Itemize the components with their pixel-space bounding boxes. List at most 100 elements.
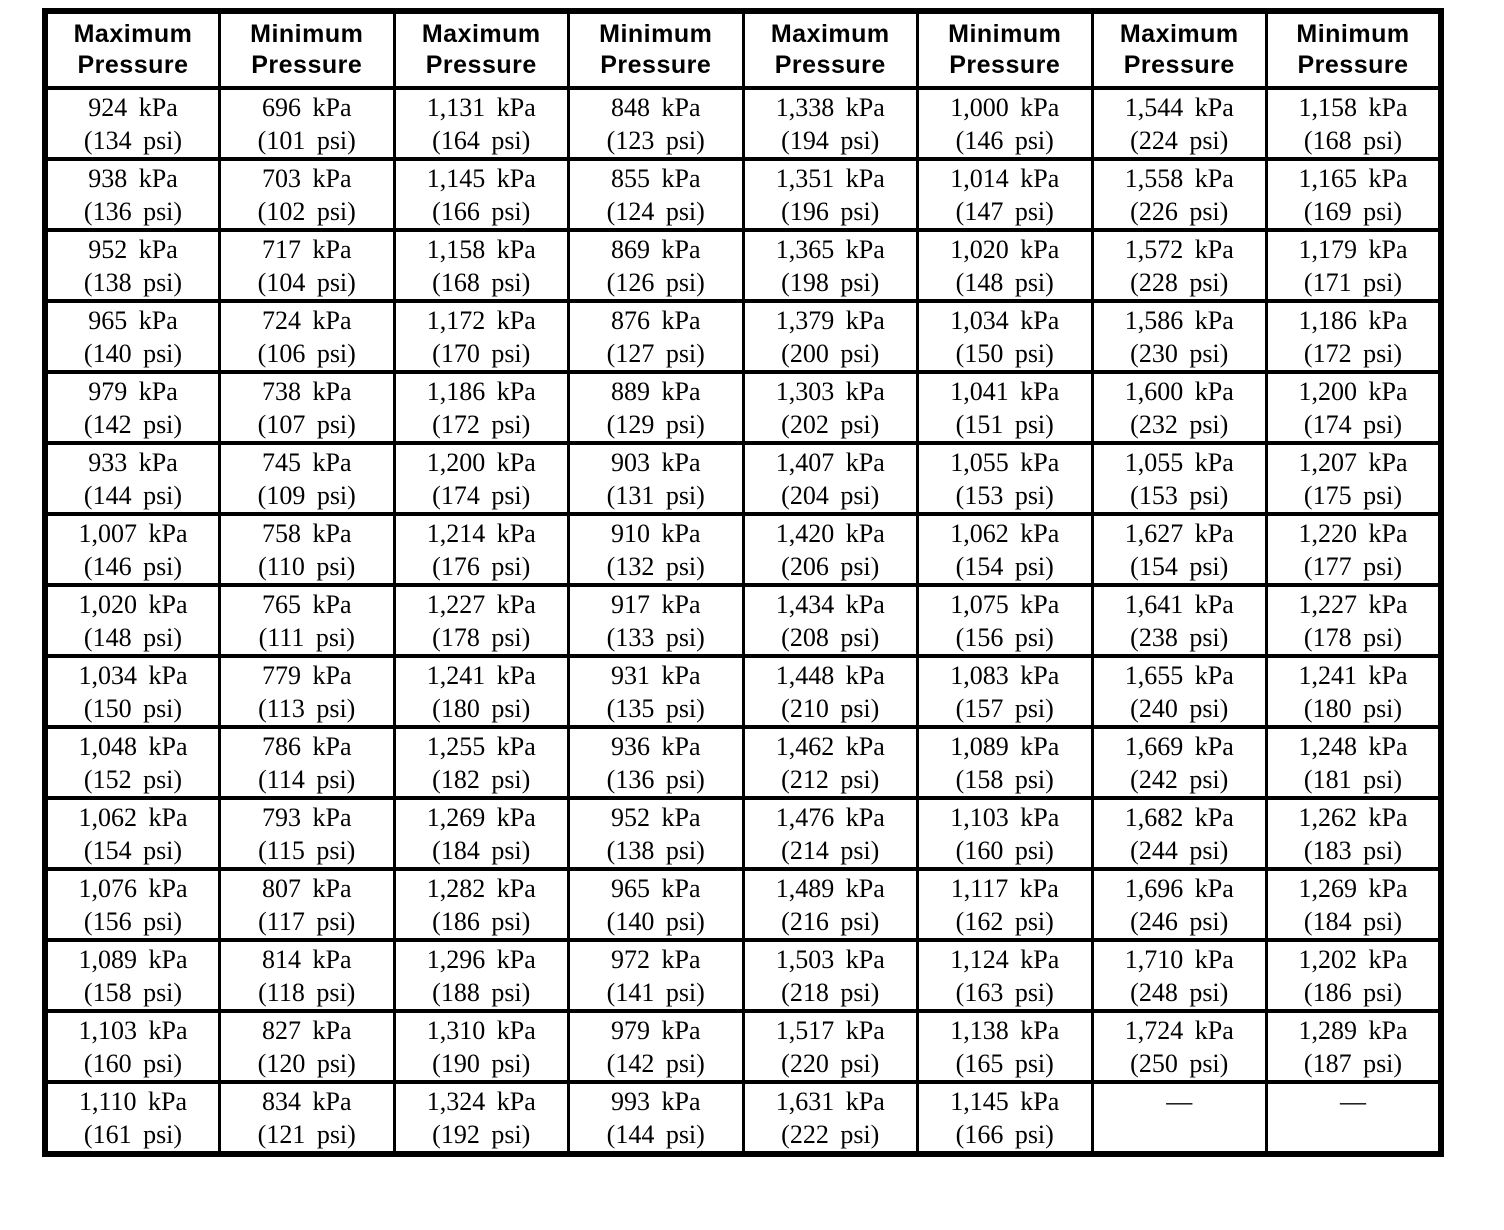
psi-value: (121 psi): [257, 1119, 356, 1149]
pressure-cell: 1,269 kPa (184 psi): [1265, 867, 1443, 942]
column-header-label: Minimum: [250, 20, 364, 48]
pressure-cell: 1,207 kPa (175 psi): [1265, 441, 1443, 516]
table-row: 1,103 kPa (160 psi) 827 kPa (120 psi) 1,310 …: [43, 1009, 1443, 1084]
pressure-cell: 903 kPa (131 psi): [567, 441, 745, 516]
pressure-cell: 1,158 kPa (168 psi): [392, 228, 570, 303]
kpa-value: 1,214 kPa: [426, 518, 536, 548]
psi-value: (140 psi): [83, 338, 183, 368]
psi-value: (146 psi): [83, 551, 183, 581]
pressure-cell: 1,076 kPa (156 psi): [43, 867, 221, 942]
kpa-value: 1,296 kPa: [426, 944, 536, 974]
psi-value: (162 psi): [955, 906, 1054, 936]
table-header: Maximum Pressure Minimum Pressure Maximu…: [43, 9, 1443, 90]
kpa-value: 1,089 kPa: [78, 944, 188, 974]
pressure-cell: 1,200 kPa (174 psi): [392, 441, 570, 516]
pressure-cell: 1,172 kPa (170 psi): [392, 299, 570, 374]
psi-value: (156 psi): [955, 622, 1054, 652]
pressure-cell: 1,165 kPa (169 psi): [1265, 157, 1443, 232]
psi-value: (127 psi): [606, 338, 705, 368]
psi-value: (180 psi): [432, 693, 531, 723]
kpa-value: 1,179 kPa: [1298, 234, 1408, 264]
psi-value: (141 psi): [606, 977, 705, 1007]
pressure-cell: 979 kPa (142 psi): [43, 370, 221, 445]
kpa-value: 745 kPa: [262, 447, 352, 477]
psi-value: (115 psi): [258, 835, 356, 865]
pressure-cell: 1,241 kPa (180 psi): [392, 654, 570, 729]
kpa-value: 814 kPa: [262, 944, 352, 974]
pressure-cell: 910 kPa (132 psi): [567, 512, 745, 587]
kpa-value: 807 kPa: [262, 873, 352, 903]
psi-value: (102 psi): [257, 196, 356, 226]
kpa-value: 972 kPa: [611, 944, 701, 974]
kpa-value: 1,220 kPa: [1298, 518, 1408, 548]
pressure-cell: 931 kPa (135 psi): [567, 654, 745, 729]
pressure-cell: 1,075 kPa (156 psi): [916, 583, 1094, 658]
kpa-value: 786 kPa: [262, 731, 352, 761]
kpa-value: 924 kPa: [88, 92, 178, 122]
psi-value: (156 psi): [83, 906, 183, 936]
kpa-value: 779 kPa: [262, 660, 352, 690]
pressure-cell: 1,379 kPa (200 psi): [741, 299, 919, 374]
psi-value: (172 psi): [432, 409, 531, 439]
pressure-cell: 1,020 kPa (148 psi): [43, 583, 221, 658]
kpa-value: 1,172 kPa: [426, 305, 536, 335]
psi-value: (216 psi): [781, 906, 880, 936]
pressure-cell: 1,103 kPa (160 psi): [916, 796, 1094, 871]
kpa-value: 1,669 kPa: [1124, 731, 1234, 761]
kpa-value: 1,289 kPa: [1298, 1015, 1408, 1045]
kpa-value: 1,241 kPa: [1298, 660, 1408, 690]
pressure-cell: 1,351 kPa (196 psi): [741, 157, 919, 232]
psi-value: (187 psi): [1303, 1048, 1403, 1078]
psi-value: (111 psi): [258, 622, 355, 652]
kpa-value: 1,544 kPa: [1124, 92, 1234, 122]
pressure-cell: 827 kPa (120 psi): [218, 1009, 396, 1084]
kpa-value: 1,158 kPa: [1298, 92, 1408, 122]
kpa-value: 1,724 kPa: [1124, 1015, 1234, 1045]
kpa-value: 1,145 kPa: [426, 163, 536, 193]
kpa-value: 889 kPa: [611, 376, 701, 406]
kpa-value: 1,303 kPa: [775, 376, 885, 406]
pressure-cell: 1,145 kPa (166 psi): [916, 1080, 1094, 1156]
kpa-value: 1,269 kPa: [1298, 873, 1408, 903]
table-row: 1,089 kPa (158 psi) 814 kPa (118 psi) 1,296 …: [43, 938, 1443, 1013]
psi-value: (123 psi): [606, 125, 705, 155]
psi-value: (101 psi): [257, 125, 356, 155]
psi-value: (242 psi): [1130, 764, 1229, 794]
pressure-table: Maximum Pressure Minimum Pressure Maximu…: [42, 8, 1444, 1157]
psi-value: (218 psi): [781, 977, 880, 1007]
pressure-cell: 1,572 kPa (228 psi): [1090, 228, 1268, 303]
psi-value: (190 psi): [432, 1048, 531, 1078]
psi-value: (170 psi): [432, 338, 531, 368]
kpa-value: 1,310 kPa: [426, 1015, 536, 1045]
pressure-cell: 1,034 kPa (150 psi): [916, 299, 1094, 374]
empty-cell: —: [1090, 1080, 1268, 1156]
pressure-cell: 1,420 kPa (206 psi): [741, 512, 919, 587]
psi-value: (184 psi): [1303, 906, 1403, 936]
psi-value: (246 psi): [1130, 906, 1229, 936]
kpa-value: 1,014 kPa: [950, 163, 1060, 193]
kpa-value: 1,034 kPa: [78, 660, 188, 690]
pressure-cell: 1,641 kPa (238 psi): [1090, 583, 1268, 658]
kpa-value: 1,186 kPa: [1298, 305, 1408, 335]
pressure-cell: 1,710 kPa (248 psi): [1090, 938, 1268, 1013]
column-header-label: Pressure: [774, 51, 886, 79]
pressure-cell: 917 kPa (133 psi): [567, 583, 745, 658]
pressure-cell: 855 kPa (124 psi): [567, 157, 745, 232]
psi-value: (192 psi): [432, 1119, 531, 1149]
pressure-cell: 938 kPa (136 psi): [43, 157, 221, 232]
column-header-label: Maximum: [421, 20, 541, 48]
psi-value: (140 psi): [606, 906, 705, 936]
kpa-value: 993 kPa: [611, 1086, 701, 1116]
pressure-cell: 703 kPa (102 psi): [218, 157, 396, 232]
kpa-value: 696 kPa: [262, 92, 352, 122]
pressure-cell: 876 kPa (127 psi): [567, 299, 745, 374]
column-header-label: Maximum: [770, 20, 890, 48]
header-row: Maximum Pressure Minimum Pressure Maximu…: [43, 9, 1443, 90]
psi-value: (240 psi): [1130, 693, 1229, 723]
kpa-value: 910 kPa: [611, 518, 701, 548]
psi-value: (133 psi): [606, 622, 705, 652]
psi-value: (126 psi): [606, 267, 705, 297]
pressure-cell: 965 kPa (140 psi): [43, 299, 221, 374]
psi-value: (144 psi): [606, 1119, 705, 1149]
psi-value: (166 psi): [432, 196, 531, 226]
